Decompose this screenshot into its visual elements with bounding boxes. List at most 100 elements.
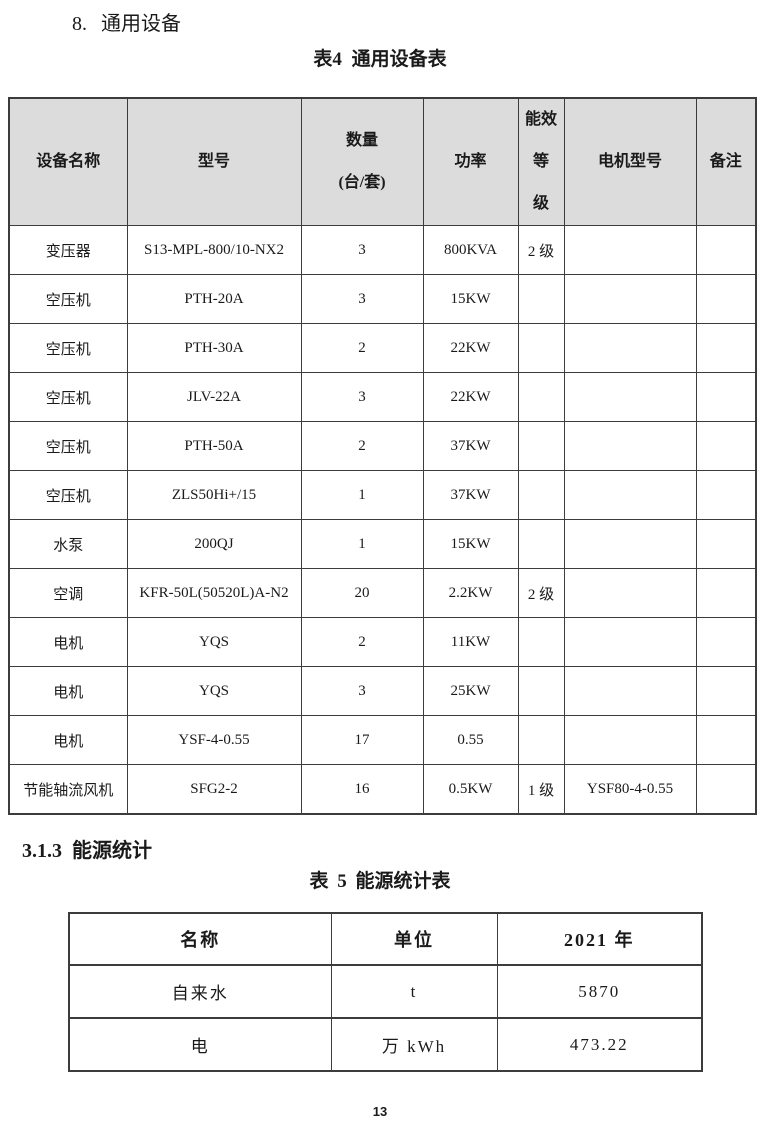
table5-cell: 电: [68, 1017, 332, 1072]
table4-cell: [517, 715, 565, 765]
table4-cell: 37KW: [422, 470, 519, 520]
table4-row: 电机 YQS 3 25KW: [8, 666, 757, 716]
table4-cell: 节能轴流风机: [8, 764, 128, 815]
table4-cell: S13-MPL-800/10-NX2: [126, 225, 302, 275]
table4-cell: [563, 666, 697, 716]
table4-cell: YSF80-4-0.55: [563, 764, 697, 815]
table4-row: 空压机 PTH-50A 2 37KW: [8, 421, 757, 471]
table4-cell: [695, 568, 757, 618]
table4-cell: 变压器: [8, 225, 128, 275]
table4-header-cell: 型号: [126, 97, 302, 226]
table4-cell: 2: [300, 617, 424, 667]
table4-row: 电机 YSF-4-0.55 17 0.55: [8, 715, 757, 765]
table4-cell: [695, 225, 757, 275]
table4-row: 电机 YQS 2 11KW: [8, 617, 757, 667]
table4-cell: 37KW: [422, 421, 519, 471]
table4-cell: 1: [300, 470, 424, 520]
table4-cell: [563, 715, 697, 765]
table4-header-row: 设备名称 型号 数量 (台/套) 功率 能效等级电机型号 备注: [8, 97, 757, 226]
table4-cell: 1: [300, 519, 424, 569]
table5-row: 电万 kWh 473.22: [68, 1017, 703, 1072]
table5-cell: 473.22: [496, 1017, 703, 1072]
subsection-heading: 3.1.3 能源统计: [22, 840, 152, 862]
table4-cell: 17: [300, 715, 424, 765]
table4-cell: SFG2-2: [126, 764, 302, 815]
table4-cell: 22KW: [422, 323, 519, 373]
table4-cell: 空压机: [8, 470, 128, 520]
table5-caption: 表 5 能源统计表: [309, 871, 451, 892]
table4-cell: 空压机: [8, 421, 128, 471]
table4-cell: 2: [300, 323, 424, 373]
table5-header-row: 名称 单位 2021 年: [68, 912, 703, 966]
table4-cell: [695, 617, 757, 667]
table4-cell: [695, 274, 757, 324]
table4-cell: 16: [300, 764, 424, 815]
table4-row: 空调 KFR-50L(50520L)A-N2 20 2.2KW 2 级: [8, 568, 757, 618]
table5-header-cell: 单位: [330, 912, 498, 966]
table4-cell: PTH-50A: [126, 421, 302, 471]
table4-cell: [563, 225, 697, 275]
table4-cell: [517, 421, 565, 471]
table4-cell: [695, 323, 757, 373]
table4-cell: [695, 421, 757, 471]
table4-cell: [695, 519, 757, 569]
table4-cell: [563, 421, 697, 471]
table4-cell: [517, 617, 565, 667]
table5-body: 自来水 t 5870 电万 kWh 473.22: [68, 964, 703, 1072]
table4-row: 空压机 PTH-30A 2 22KW: [8, 323, 757, 373]
table4-cell: YQS: [126, 617, 302, 667]
table4-cell: YSF-4-0.55: [126, 715, 302, 765]
table4-cell: ZLS50Hi+/15: [126, 470, 302, 520]
table4-cell: [563, 274, 697, 324]
table4-cell: 空压机: [8, 274, 128, 324]
table4-cell: 11KW: [422, 617, 519, 667]
table4-cell: 水泵: [8, 519, 128, 569]
table4-cell: PTH-30A: [126, 323, 302, 373]
page-number: 13: [372, 1104, 388, 1119]
table4-cell: 200QJ: [126, 519, 302, 569]
table4-cell: 2: [300, 421, 424, 471]
table4-cell: 22KW: [422, 372, 519, 422]
table4-row: 空压机 ZLS50Hi+/15 1 37KW: [8, 470, 757, 520]
table4-cell: [695, 715, 757, 765]
table4-cell: [563, 372, 697, 422]
table4-row: 节能轴流风机 SFG2-2 16 0.5KW 1 级 YSF80-4-0.55: [8, 764, 757, 815]
table4-cell: [563, 323, 697, 373]
table4-cell: 0.5KW: [422, 764, 519, 815]
table4-cell: 0.55: [422, 715, 519, 765]
table4-cell: YQS: [126, 666, 302, 716]
table4-header-cell: 数量 (台/套): [300, 97, 424, 226]
table4-cell: 15KW: [422, 274, 519, 324]
table4-cell: [517, 274, 565, 324]
table4-cell: [695, 470, 757, 520]
table5-cell: 自来水: [68, 964, 332, 1019]
table4-cell: 电机: [8, 715, 128, 765]
table4-cell: PTH-20A: [126, 274, 302, 324]
table4-cell: [517, 519, 565, 569]
table4-cell: 20: [300, 568, 424, 618]
table4-cell: 电机: [8, 666, 128, 716]
table4-cell: 15KW: [422, 519, 519, 569]
table4-cell: [695, 666, 757, 716]
table4-cell: [563, 519, 697, 569]
table4-cell: 空压机: [8, 372, 128, 422]
table4-cell: 1 级: [517, 764, 565, 815]
table5-header-cell: 名称: [68, 912, 332, 966]
table4-cell: [517, 372, 565, 422]
table4-header-cell: 设备名称: [8, 97, 128, 226]
table4-cell: 空压机: [8, 323, 128, 373]
table4-cell: [517, 323, 565, 373]
table4-cell: [563, 617, 697, 667]
section-heading: 8. 通用设备: [72, 13, 181, 35]
energy-statistics-table: 名称 单位 2021 年 自来水 t 5870 电万 kWh 473.22: [68, 912, 703, 1072]
table4-cell: 3: [300, 372, 424, 422]
table4-cell: [695, 372, 757, 422]
table5-row: 自来水 t 5870: [68, 964, 703, 1019]
table4-caption: 表4 通用设备表: [313, 49, 447, 70]
table4-body: 变压器 S13-MPL-800/10-NX2 3 800KVA 2 级空压机 PTH-20…: [8, 225, 757, 815]
table4-cell: [695, 764, 757, 815]
table4-row: 空压机 JLV-22A 3 22KW: [8, 372, 757, 422]
table4-cell: [563, 470, 697, 520]
table4-cell: 800KVA: [422, 225, 519, 275]
